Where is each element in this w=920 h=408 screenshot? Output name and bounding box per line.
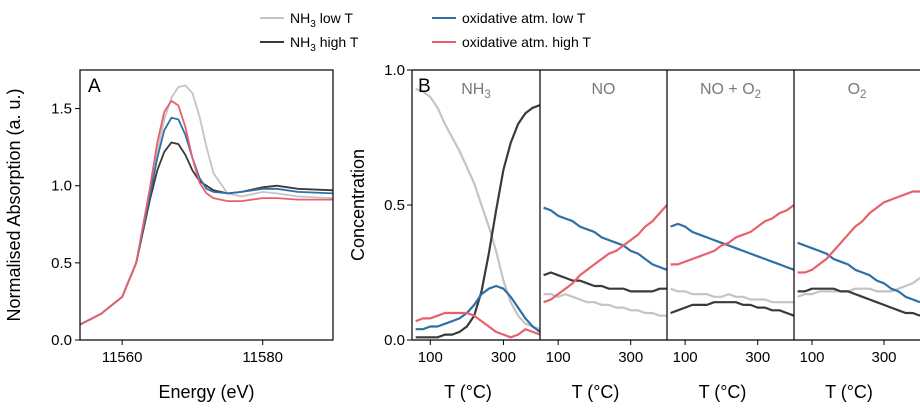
panel-a-frame [79,69,334,341]
legend-label-nh3-high-t: NH3​ high T [290,34,359,54]
series-line-oxidative-atm-high-t [670,204,794,266]
series-line-nh3-low-t [670,287,794,304]
subpanel-nh3: 100 300 T (°C) NH3​ [411,69,540,402]
legend-label-oxidative-atm-low-t: oxidative atm. low T [462,10,586,26]
x-tick-label: 100 [673,349,698,366]
subpanel-no: 100 300 T (°C) NO [539,69,667,402]
series-line-nh3-high-t [79,141,334,326]
subpanel-title: NO [592,81,616,98]
panel-a: 11560 11580 0.0 0.5 1.0 1.5 Energy (eV) Normali… [4,69,334,402]
x-axis-label: Energy (eV) [158,382,254,402]
y-tick-label: 1.0 [51,178,72,195]
x-tick-label: 11580 [242,349,283,366]
y-tick-label: 0.0 [51,332,72,349]
x-axis-label: T (°C) [444,382,492,402]
y-tick-label: 1.0 [384,62,405,79]
x-axis-label: T (°C) [699,382,747,402]
x-tick-label: 300 [618,349,643,366]
y-tick-label: 0.5 [51,255,72,272]
series-line-oxidative-atm-high-t [79,99,333,326]
x-axis-label: T (°C) [825,382,873,402]
series-line-nh3-low-t [79,84,334,326]
x-axis-label: T (°C) [572,382,620,402]
series-line-nh3-high-t [543,271,667,293]
legend-label-oxidative-atm-high-t: oxidative atm. high T [462,34,591,50]
x-tick-label: 100 [418,349,443,366]
subpanel-title: NO + O2​ [700,81,761,101]
series-line-oxidative-atm-high-t [543,204,667,304]
x-tick-label: 300 [491,349,516,366]
series-line-oxidative-atm-low-t [415,284,540,333]
y-axis-label: Normalised Absorption (a. u.) [4,88,24,321]
x-tick-label: 100 [546,349,571,366]
subpanel-o2: 100 300 T (°C) O2​ [793,69,920,402]
y-tick-label: 0.5 [384,197,405,214]
x-tick-label: 300 [871,349,896,366]
subpanel-no-o2: 100 300 T (°C) NO + O2​ [666,69,794,402]
legend-label-nh3-low-t: NH3​ low T [290,10,353,30]
x-tick-label: 100 [799,349,824,366]
series-line-nh3-low-t [543,293,667,317]
panel-label: A [88,76,101,97]
series-line-oxidative-atm-high-t [797,190,920,274]
y-tick-label: 1.5 [51,101,72,118]
y-axis-label: Concentration [348,149,368,261]
series-line-nh3-high-t [670,301,794,317]
legend: NH3​ low T oxidative atm. low T NH3​ high … [260,10,591,54]
series-line-nh3-high-t [415,104,540,339]
series-line-oxidative-atm-low-t [670,222,794,271]
series-line-oxidative-atm-low-t [797,241,920,304]
subpanel-title: O2​ [848,81,867,101]
series-line-oxidative-atm-low-t [543,206,667,271]
series-line-nh3-low-t [415,87,540,331]
subpanel-title: NH3​ [461,81,491,101]
panel-label: B [418,76,431,97]
x-tick-label: 11560 [102,349,143,366]
panel-b: 100 300 T (°C) NH3​ 100 300 T (°C) NO 100 300 T (°… [348,62,920,402]
y-tick-label: 0.0 [384,332,405,349]
x-tick-label: 300 [745,349,770,366]
series-line-nh3-high-t [797,287,920,317]
series-line-nh3-low-t [797,277,920,298]
series-line-oxidative-atm-high-t [415,311,540,339]
